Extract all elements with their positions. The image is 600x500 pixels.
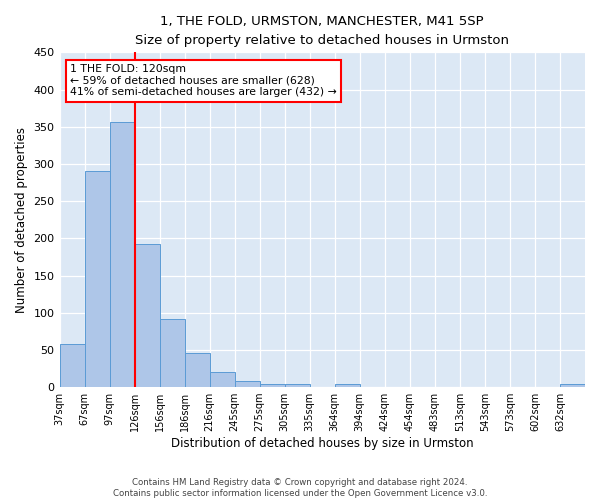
Bar xyxy=(335,384,360,387)
X-axis label: Distribution of detached houses by size in Urmston: Distribution of detached houses by size … xyxy=(171,437,473,450)
Text: Contains HM Land Registry data © Crown copyright and database right 2024.
Contai: Contains HM Land Registry data © Crown c… xyxy=(113,478,487,498)
Text: 1 THE FOLD: 120sqm
← 59% of detached houses are smaller (628)
41% of semi-detach: 1 THE FOLD: 120sqm ← 59% of detached hou… xyxy=(70,64,337,97)
Bar xyxy=(285,384,310,387)
Bar xyxy=(235,381,260,387)
Bar xyxy=(85,172,110,387)
Bar xyxy=(59,344,85,387)
Y-axis label: Number of detached properties: Number of detached properties xyxy=(15,126,28,312)
Bar xyxy=(209,372,235,387)
Bar xyxy=(185,353,209,387)
Bar xyxy=(260,384,285,387)
Bar xyxy=(160,320,185,387)
Bar xyxy=(560,384,585,387)
Title: 1, THE FOLD, URMSTON, MANCHESTER, M41 5SP
Size of property relative to detached : 1, THE FOLD, URMSTON, MANCHESTER, M41 5S… xyxy=(135,15,509,47)
Bar xyxy=(110,122,134,387)
Bar xyxy=(134,244,160,387)
